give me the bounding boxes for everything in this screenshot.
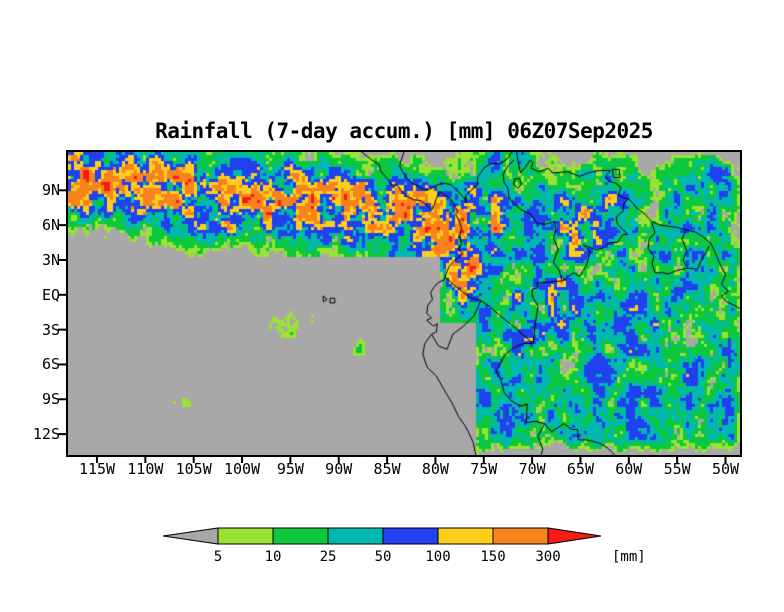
x-tick-label: 110W [127,460,164,478]
x-tick-label: 50W [711,460,740,478]
legend-colorbar: 5 10 25 50 100 150 300 [mm] [162,527,646,565]
chart-title: Rainfall (7-day accum.) [mm] 06Z07Sep202… [155,119,653,143]
x-tick-label: 85W [373,460,401,478]
x-tick-label: 75W [470,460,498,478]
x-tick-label: 105W [175,460,212,478]
legend-units-label: [mm] [612,549,646,565]
legend-value: 150 [480,549,505,565]
legend-value: 300 [535,549,560,565]
x-tick-label: 95W [276,460,304,478]
x-tick-label: 100W [223,460,261,478]
map-canvas [68,152,740,455]
y-tick-label: 9N [41,181,60,200]
y-tick-label: 6N [41,216,60,235]
legend-segment-0 [217,527,274,545]
legend-arrow-high [547,527,602,545]
y-tick-label: EQ [41,285,60,304]
x-tick-label: 65W [566,460,594,478]
y-tick-label: 12S [32,425,60,444]
legend-value: 50 [375,549,392,565]
x-tick-label: 60W [615,460,643,478]
x-tick-label: 80W [421,460,449,478]
map-frame [66,150,742,457]
x-tick-label: 115W [78,460,116,478]
legend-segment-2 [327,527,384,545]
legend-value: 10 [265,549,282,565]
y-tick-label: 3N [41,250,60,269]
y-tick-label: 3S [41,320,60,339]
legend: 5 10 25 50 100 150 300 [mm] [150,524,710,572]
legend-segment-1 [272,527,329,545]
y-tick-label: 6S [41,355,60,374]
legend-value: 25 [320,549,337,565]
legend-arrow-low [162,527,219,545]
x-tick-label: 70W [518,460,546,478]
y-tick-label: 9S [41,390,60,409]
legend-value: 100 [425,549,450,565]
legend-segment-3 [382,527,439,545]
x-tick-label: 90W [325,460,353,478]
legend-value: 5 [214,549,222,565]
x-tick-label: 55W [663,460,691,478]
legend-segment-4 [437,527,494,545]
legend-segment-5 [492,527,549,545]
